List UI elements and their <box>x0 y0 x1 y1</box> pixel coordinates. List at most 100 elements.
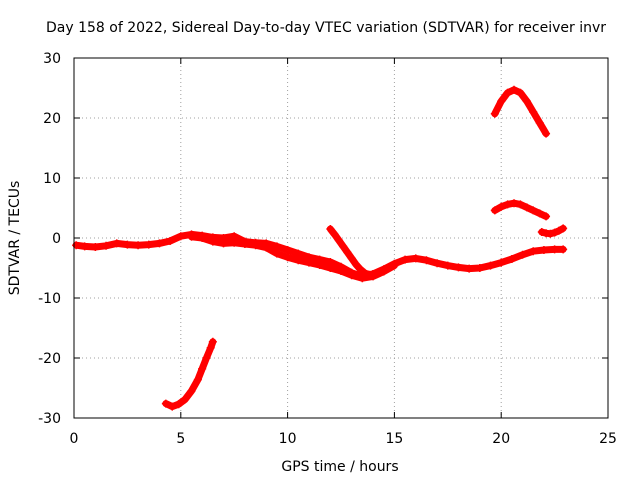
data-point <box>272 242 281 251</box>
data-point <box>379 267 388 276</box>
data-point <box>454 263 463 272</box>
series-track-arc-20h-low <box>490 199 551 221</box>
data-point <box>497 97 506 106</box>
data-point <box>166 237 175 245</box>
data-point <box>181 395 190 404</box>
data-point <box>497 202 506 211</box>
data-point <box>326 225 335 233</box>
data-point <box>193 375 202 384</box>
data-point <box>507 255 516 263</box>
data-point <box>535 118 544 127</box>
chart-title: Day 158 of 2022, Sidereal Day-to-day VTE… <box>46 20 606 36</box>
data-point <box>529 247 538 256</box>
series-track-short-22h <box>537 224 568 238</box>
y-tick-label: 20 <box>43 111 61 127</box>
data-point <box>208 337 217 346</box>
data-point <box>503 88 512 97</box>
data-point <box>294 256 303 265</box>
data-point <box>251 241 260 250</box>
data-point <box>390 261 399 270</box>
data-point <box>206 343 215 352</box>
y-tick-label: 10 <box>43 171 61 187</box>
data-point <box>401 255 410 264</box>
data-point <box>503 200 512 209</box>
data-point <box>522 97 531 106</box>
data-point <box>174 400 183 409</box>
data-point <box>539 246 548 254</box>
data-point <box>144 240 153 249</box>
data-point <box>219 239 228 248</box>
data-point <box>283 253 292 262</box>
data-point <box>535 209 544 218</box>
x-tick-label: 0 <box>70 431 79 447</box>
data-point <box>202 354 211 362</box>
data-point <box>554 226 563 235</box>
data-point <box>542 129 551 138</box>
y-tick-label: -10 <box>38 291 61 307</box>
data-point <box>272 249 281 258</box>
data-series <box>72 85 568 411</box>
data-point <box>123 240 132 249</box>
data-point <box>510 199 519 208</box>
data-point <box>518 250 527 259</box>
data-point <box>550 228 559 237</box>
data-point <box>315 261 324 269</box>
data-point <box>465 264 474 273</box>
data-point <box>339 242 348 251</box>
data-point <box>522 203 531 212</box>
data-point <box>343 248 352 257</box>
data-point <box>168 402 177 411</box>
data-point <box>529 108 538 116</box>
data-point <box>369 270 378 278</box>
data-point <box>102 241 111 250</box>
data-point <box>334 236 343 245</box>
data-point <box>516 200 525 209</box>
data-point <box>347 254 356 263</box>
data-point <box>550 245 559 254</box>
series-band <box>162 338 217 411</box>
data-point <box>360 268 369 277</box>
data-point <box>422 256 431 265</box>
data-point <box>80 242 89 251</box>
x-tick-label: 5 <box>176 431 185 447</box>
data-point <box>198 234 207 242</box>
x-tick-label: 20 <box>492 431 510 447</box>
data-point <box>559 224 568 233</box>
y-axis-label: SDTVAR / TECUs <box>7 181 23 296</box>
data-point <box>176 232 185 241</box>
data-point <box>240 240 249 248</box>
data-point <box>351 260 360 269</box>
x-axis-label: GPS time / hours <box>281 459 398 475</box>
data-point <box>72 241 81 250</box>
data-point <box>304 258 313 267</box>
data-point <box>537 228 546 236</box>
series-track-arc-20h <box>490 85 551 138</box>
data-point <box>542 212 551 221</box>
x-tick-label: 25 <box>599 431 617 447</box>
data-point <box>411 254 420 263</box>
data-point <box>208 237 217 246</box>
data-point <box>326 264 335 272</box>
data-point <box>546 229 555 238</box>
data-point <box>134 241 143 250</box>
data-point <box>529 206 538 215</box>
data-point <box>559 245 568 254</box>
y-tick-label: -20 <box>38 351 61 367</box>
data-point <box>112 239 121 248</box>
data-point <box>187 387 196 395</box>
data-point <box>330 230 339 239</box>
data-point <box>337 267 345 275</box>
axis-ticks: 0 5 10 15 20 25 -30 -20 -10 0 10 20 30 <box>38 51 617 447</box>
data-point <box>187 232 196 241</box>
y-tick-label: 0 <box>52 231 61 247</box>
data-point <box>490 109 499 118</box>
data-point <box>486 261 495 270</box>
y-tick-label: 30 <box>43 51 61 67</box>
data-point <box>155 239 164 248</box>
data-point <box>510 85 519 94</box>
data-point <box>475 264 484 272</box>
data-point <box>443 261 452 270</box>
data-point <box>347 271 356 280</box>
data-point <box>497 258 506 267</box>
